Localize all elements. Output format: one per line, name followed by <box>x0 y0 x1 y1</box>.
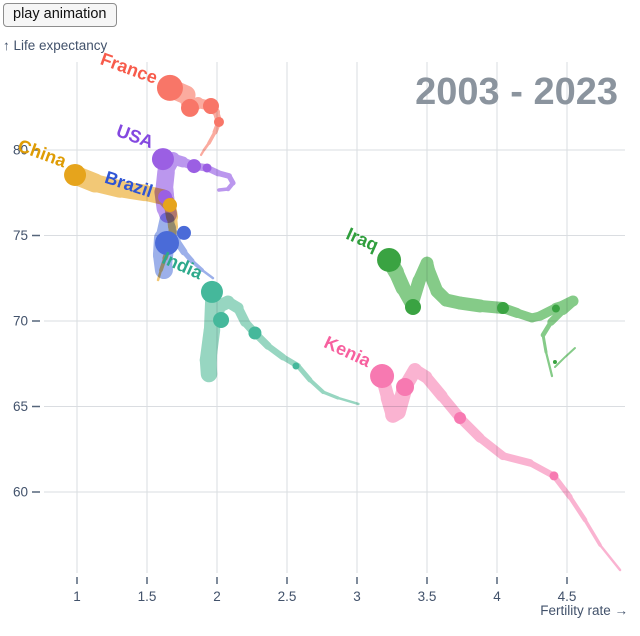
trail-segment <box>475 433 508 461</box>
bubble-usa <box>187 159 202 174</box>
trail-flick <box>553 347 576 368</box>
trail-segment <box>336 396 360 406</box>
trail-segment <box>295 363 313 383</box>
x-tick-label: 1 <box>73 589 81 604</box>
trail-segment <box>541 333 548 354</box>
trail-segment <box>598 543 622 572</box>
bubble-brazil <box>155 231 180 256</box>
bubble-iraq <box>405 298 421 315</box>
trail-segment <box>499 452 534 467</box>
bubbles-brazil <box>155 225 191 256</box>
x-tick-label: 4.5 <box>558 589 577 604</box>
y-tick-label: 75 <box>13 228 28 243</box>
bubble-kenia <box>370 364 395 389</box>
bubbles-iraq <box>377 247 560 365</box>
bubbles-india <box>200 280 300 370</box>
bubble-usa <box>202 163 212 173</box>
bubble-france <box>156 74 183 101</box>
trail-segment <box>200 268 215 280</box>
trail-iraq <box>381 252 579 378</box>
x-axis-title: Fertility rate → <box>540 603 628 618</box>
trail-segment <box>567 494 588 523</box>
bubbles-usa <box>151 148 212 205</box>
x-tick-label: 2.5 <box>278 589 297 604</box>
bubble-iraq <box>377 247 402 272</box>
grid: 1 1.5 2 2.5 3 3.5 4 4.5 80 75 70 65 60 <box>13 62 625 604</box>
trail-segment <box>544 350 554 378</box>
x-tick-label: 1.5 <box>138 589 157 604</box>
bubble-india <box>213 311 230 328</box>
y-tick-label: 70 <box>13 314 28 329</box>
trail-kenia <box>375 363 622 572</box>
bubble-india <box>200 280 223 303</box>
bubble-kenia <box>396 378 415 397</box>
label-france: France <box>98 49 160 88</box>
label-kenia: Kenia <box>321 332 375 371</box>
trail-segment <box>583 518 602 547</box>
bubble-kenia <box>454 411 467 424</box>
bubble-china <box>64 163 87 186</box>
trail-segment <box>321 390 340 400</box>
x-tick-label: 4 <box>493 589 501 604</box>
bubble-france <box>180 98 199 117</box>
bubble-china <box>162 198 177 213</box>
play-animation-button[interactable]: play animation <box>3 3 117 28</box>
bubble-usa <box>151 148 174 171</box>
bubble-iraq <box>552 360 557 365</box>
label-china: China <box>15 135 70 171</box>
bubble-iraq <box>497 302 510 315</box>
y-axis-title: ↑ Life expectancy <box>3 38 108 53</box>
y-tick-label: 80 <box>13 143 28 158</box>
x-tick-label: 3.5 <box>418 589 437 604</box>
trail-segment <box>307 377 325 394</box>
bubble-brazil <box>176 225 191 240</box>
bubble-france <box>202 98 219 115</box>
bubbles-france <box>156 74 224 127</box>
x-tick-label: 3 <box>353 589 361 604</box>
trail-segment <box>526 459 558 480</box>
bubble-india <box>292 362 300 370</box>
y-tick-label: 60 <box>13 485 28 500</box>
y-tick-label: 65 <box>13 399 28 414</box>
label-usa: USA <box>114 120 157 152</box>
bubble-france <box>213 116 224 127</box>
x-tick-label: 2 <box>213 589 221 604</box>
bubble-kenia <box>549 471 559 481</box>
bubble-iraq <box>551 304 560 313</box>
bubbles-kenia <box>370 364 559 481</box>
bubble-india <box>248 326 262 340</box>
label-iraq: Iraq <box>343 224 381 256</box>
period-title: 2003 - 2023 <box>415 71 618 113</box>
